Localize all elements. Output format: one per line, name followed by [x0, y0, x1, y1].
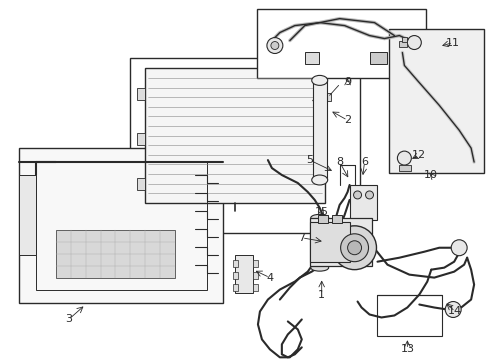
- Ellipse shape: [311, 75, 327, 85]
- Text: 1: 1: [318, 289, 325, 300]
- Bar: [19, 148, 223, 302]
- Circle shape: [266, 37, 282, 54]
- Bar: [324, 93, 330, 101]
- Bar: [317, 215, 327, 223]
- Bar: [252, 260, 258, 267]
- Circle shape: [329, 243, 339, 253]
- Ellipse shape: [310, 244, 328, 251]
- Bar: [252, 272, 258, 279]
- Bar: [377, 294, 441, 336]
- Bar: [137, 178, 145, 190]
- Bar: [130, 58, 359, 233]
- Ellipse shape: [310, 234, 328, 241]
- Bar: [402, 37, 407, 41]
- Circle shape: [353, 191, 361, 199]
- Bar: [256, 9, 426, 78]
- Text: 3: 3: [65, 314, 72, 324]
- Text: 10: 10: [424, 170, 437, 180]
- Bar: [233, 260, 238, 267]
- Bar: [137, 133, 145, 145]
- Bar: [312, 80, 326, 180]
- Bar: [56, 230, 175, 278]
- Circle shape: [450, 240, 466, 256]
- Text: 9: 9: [344, 77, 350, 87]
- Text: 5: 5: [305, 155, 313, 165]
- Circle shape: [270, 41, 278, 50]
- Circle shape: [444, 302, 460, 318]
- Text: 15: 15: [314, 207, 328, 217]
- Circle shape: [397, 151, 410, 165]
- Circle shape: [332, 226, 376, 270]
- Ellipse shape: [310, 224, 328, 231]
- Bar: [145, 68, 324, 203]
- Bar: [36, 162, 207, 289]
- Bar: [235, 255, 252, 293]
- Text: 4: 4: [266, 273, 273, 283]
- Bar: [19, 175, 36, 255]
- Text: 2: 2: [344, 115, 350, 125]
- Text: 7: 7: [298, 233, 305, 243]
- Text: 6: 6: [360, 157, 367, 167]
- Text: 11: 11: [445, 37, 459, 48]
- Bar: [349, 185, 377, 220]
- Bar: [233, 272, 238, 279]
- Ellipse shape: [310, 264, 328, 271]
- Bar: [304, 53, 318, 64]
- Text: 14: 14: [447, 306, 461, 316]
- Circle shape: [347, 241, 361, 255]
- Text: 8: 8: [335, 157, 343, 167]
- Bar: [399, 41, 407, 46]
- Circle shape: [340, 234, 368, 262]
- Text: 12: 12: [411, 150, 426, 160]
- Text: 13: 13: [400, 345, 413, 354]
- Circle shape: [324, 238, 344, 258]
- Ellipse shape: [310, 214, 328, 221]
- Bar: [309, 218, 371, 266]
- Ellipse shape: [310, 254, 328, 261]
- Bar: [388, 28, 483, 173]
- Bar: [369, 53, 386, 64]
- Bar: [233, 284, 238, 291]
- Bar: [252, 284, 258, 291]
- Bar: [137, 88, 145, 100]
- Bar: [399, 165, 410, 171]
- Circle shape: [365, 191, 373, 199]
- Ellipse shape: [311, 175, 327, 185]
- Bar: [309, 222, 349, 262]
- Circle shape: [407, 36, 421, 50]
- Bar: [331, 215, 341, 223]
